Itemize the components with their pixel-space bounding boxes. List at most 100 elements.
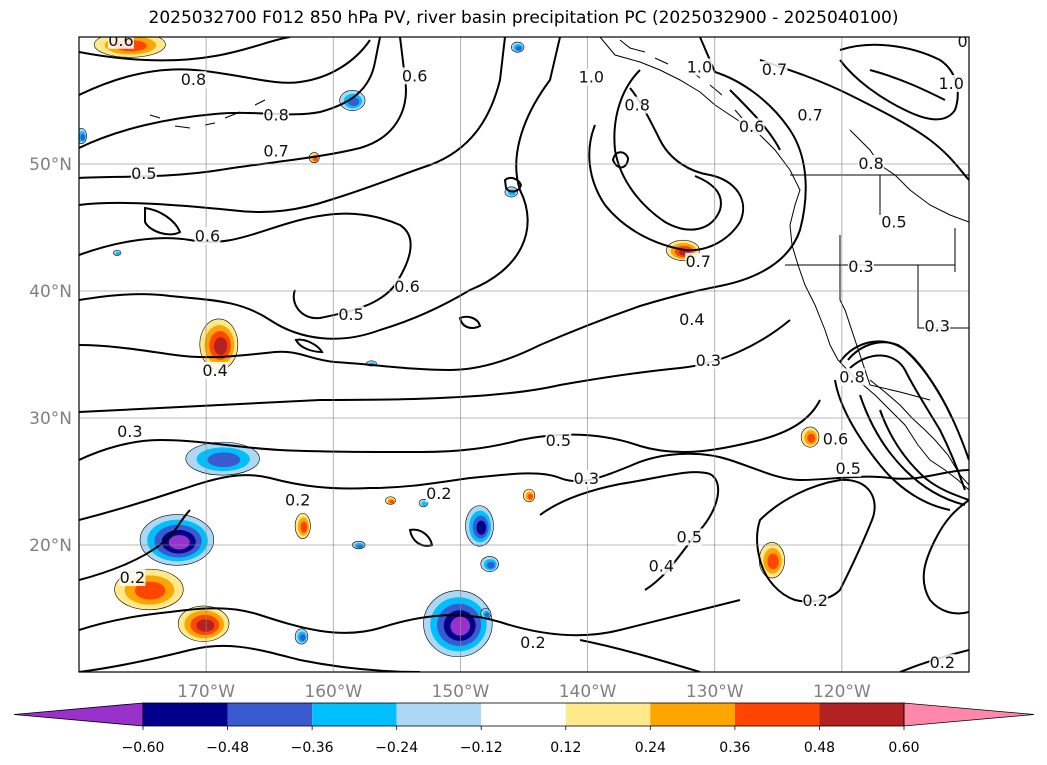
contour-label: 0.5 (338, 305, 363, 324)
colorbar-extend-low (13, 702, 144, 727)
contour-label-bg (839, 368, 866, 386)
longitude-tick-label: 150°W (432, 682, 490, 702)
contour-label: 0.4 (649, 557, 674, 576)
contour-label-bg (880, 213, 907, 231)
contour-label-bg (202, 362, 229, 380)
latitude-labels: 50°N 40°N 30°N 20°N (29, 155, 72, 556)
figure-title: 2025032700 F012 850 hPa PV, river basin … (148, 8, 899, 28)
pc-blob (294, 628, 309, 645)
longitude-labels: 170°W 160°W 150°W 140°W 130°W 120°W (177, 682, 871, 702)
colorbar-tick-label: 0.48 (804, 740, 835, 756)
latitude-tick-label: 50°N (29, 155, 72, 175)
colorbar-frame (142, 702, 905, 727)
pc-blob-level (389, 500, 394, 504)
contour-label-bg (929, 654, 956, 672)
colorbar-segment (565, 703, 651, 726)
pc-blob (113, 250, 122, 256)
contour-label: 0.2 (802, 591, 827, 610)
colorbar-tick-label: −0.48 (206, 740, 249, 756)
pc-blob-level (807, 433, 816, 443)
pc-blob (177, 605, 230, 642)
contour-label-bg (401, 67, 428, 85)
contour-label: 0.5 (835, 459, 860, 478)
pc-blob (385, 496, 396, 505)
pc-blob-level (134, 581, 166, 600)
colorbar-segment (481, 703, 566, 726)
contour-label-bg (130, 165, 157, 183)
contour-label-bg (924, 317, 951, 335)
contour-label-bg (545, 431, 572, 449)
colorbar-extend-high (903, 702, 1035, 727)
colorbar: −0.60 −0.48 −0.36 −0.24 −0.12 0.12 0.24 0.36 0.4… (13, 702, 1035, 756)
colorbar-segment (734, 703, 820, 726)
colorbar-tick-label: −0.24 (375, 740, 418, 756)
pc-blob (480, 556, 499, 572)
contour-label: 0.4 (679, 310, 704, 329)
colorbar-tick-label: −0.36 (291, 740, 334, 756)
contour-label: 0.4 (202, 361, 227, 380)
latitude-tick-label: 40°N (29, 282, 72, 302)
contour-label: 0.3 (924, 317, 949, 336)
pc-blob-level (207, 452, 241, 468)
contour-label: 0.7 (685, 252, 710, 271)
colorbar-segment (650, 703, 735, 726)
pc-blob (139, 514, 215, 566)
longitude-tick-label: 130°W (686, 682, 744, 702)
pc-blob (339, 90, 366, 111)
pc-blob-level (767, 553, 779, 570)
contour-label-bg (761, 61, 788, 79)
contour-label-bg (676, 528, 703, 546)
pc-blob-level (115, 251, 121, 256)
pc-blob-level (313, 156, 318, 162)
contour-label-bg (338, 306, 365, 324)
colorbar-tick-label: 0.60 (888, 740, 919, 756)
contour-label-bg (738, 118, 765, 136)
contour-label-bg (116, 422, 143, 440)
contour-label: 0.8 (181, 70, 206, 89)
latitude-tick-label: 20°N (29, 536, 72, 556)
pc-blob (523, 488, 536, 503)
longitude-tick-label: 140°W (559, 682, 617, 702)
contour-label: 0.7 (762, 60, 787, 79)
pc-blob-level (486, 561, 495, 569)
map-area: 0.60.80.80.70.50.60.50.40.30.2 0.20.60.6 1… (79, 31, 969, 672)
contour-label-bg (624, 96, 651, 114)
contour-labels: 0.60.80.80.70.50.60.50.40.30.2 0.20.60.6 1… (107, 31, 969, 672)
contour-label: 0.3 (117, 422, 142, 441)
map-frame (78, 36, 970, 673)
pc-blob-level (421, 501, 427, 507)
contour-label-bg (519, 633, 546, 651)
contour-label-bg (797, 106, 824, 124)
contour-label-bg (835, 459, 862, 477)
pc-blob (79, 128, 87, 144)
pc-blob-level (347, 97, 360, 107)
contour-label: 1.0 (938, 74, 963, 93)
contour-label-bg (957, 37, 969, 51)
contour-label-bg (695, 351, 722, 369)
contour-label-bg (394, 278, 421, 296)
contour-label: 0.8 (624, 96, 649, 115)
colorbar-tick-label: −0.60 (122, 740, 165, 756)
pc-blob-level (476, 520, 487, 535)
contour-label: 1.0 (687, 57, 712, 76)
colorbar-segment (143, 703, 228, 726)
pc-blob (465, 505, 494, 547)
colorbar-tick-label: 0.36 (719, 740, 750, 756)
contour-label: 0.5 (131, 164, 156, 183)
contour-label: 0.8 (858, 154, 883, 173)
pc-blob-level (300, 521, 308, 533)
contour-label-bg (194, 227, 221, 245)
contour-label-bg (573, 469, 600, 487)
pc-blob (800, 426, 820, 448)
pc-blob-level (299, 634, 306, 642)
pc-blob (510, 41, 525, 53)
contour-label-bg (425, 485, 452, 503)
pv-contours (79, 37, 969, 672)
contour-label: 0.6 (108, 31, 133, 50)
colorbar-segment (396, 703, 482, 726)
pc-blob-level (214, 337, 228, 355)
contour-label: 0.5 (546, 431, 571, 450)
pc-blob (294, 512, 311, 539)
contour-label-bg (847, 257, 874, 275)
